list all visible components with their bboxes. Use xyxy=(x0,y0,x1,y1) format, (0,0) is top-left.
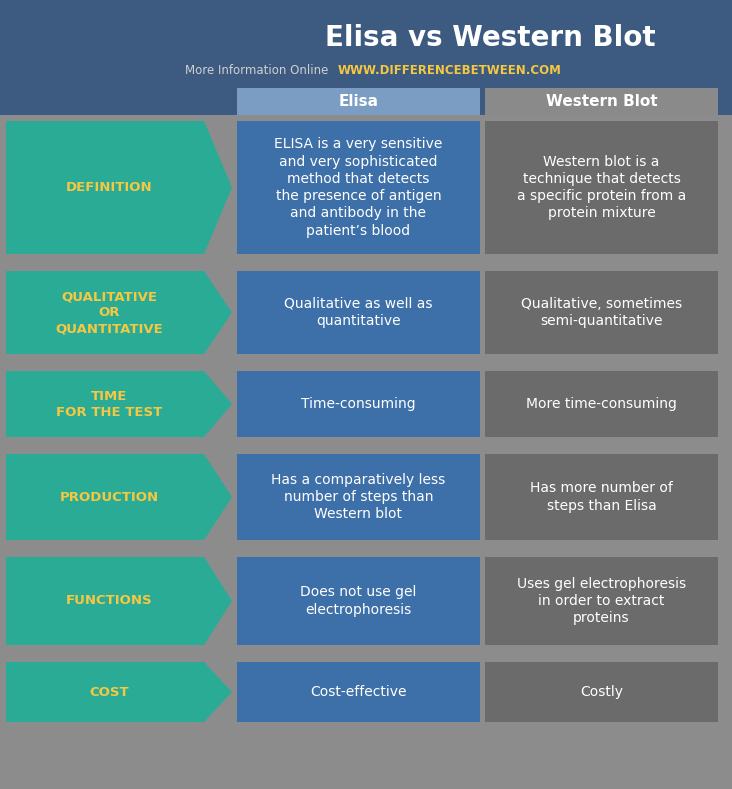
FancyBboxPatch shape xyxy=(485,121,718,254)
FancyBboxPatch shape xyxy=(237,88,480,115)
FancyBboxPatch shape xyxy=(485,371,718,437)
Text: WWW.DIFFERENCEBETWEEN.COM: WWW.DIFFERENCEBETWEEN.COM xyxy=(338,63,562,77)
Text: Elisa vs Western Blot: Elisa vs Western Blot xyxy=(325,24,655,52)
Text: Time-consuming: Time-consuming xyxy=(301,397,416,411)
Polygon shape xyxy=(6,454,232,540)
FancyBboxPatch shape xyxy=(0,115,732,260)
Text: Does not use gel
electrophoresis: Does not use gel electrophoresis xyxy=(300,585,417,617)
FancyBboxPatch shape xyxy=(237,271,480,354)
Text: QUALITATIVE
OR
QUANTITATIVE: QUALITATIVE OR QUANTITATIVE xyxy=(55,290,163,335)
FancyBboxPatch shape xyxy=(485,271,718,354)
Text: TIME
FOR THE TEST: TIME FOR THE TEST xyxy=(56,390,162,418)
Text: PRODUCTION: PRODUCTION xyxy=(59,491,159,503)
Text: Western blot is a
technique that detects
a specific protein from a
protein mixtu: Western blot is a technique that detects… xyxy=(517,155,686,220)
Text: DEFINITION: DEFINITION xyxy=(66,181,152,194)
Text: Cost-effective: Cost-effective xyxy=(310,685,407,699)
FancyBboxPatch shape xyxy=(237,371,480,437)
Text: Uses gel electrophoresis
in order to extract
proteins: Uses gel electrophoresis in order to ext… xyxy=(517,577,686,626)
Text: More time-consuming: More time-consuming xyxy=(526,397,677,411)
Text: Elisa: Elisa xyxy=(338,94,378,109)
FancyBboxPatch shape xyxy=(237,557,480,645)
Text: Has more number of
steps than Elisa: Has more number of steps than Elisa xyxy=(530,481,673,513)
Polygon shape xyxy=(6,557,232,645)
Text: Costly: Costly xyxy=(580,685,623,699)
Text: More Information Online: More Information Online xyxy=(184,63,328,77)
FancyBboxPatch shape xyxy=(0,0,732,115)
Text: COST: COST xyxy=(89,686,129,698)
Text: Qualitative, sometimes
semi-quantitative: Qualitative, sometimes semi-quantitative xyxy=(521,297,682,328)
Polygon shape xyxy=(6,662,232,722)
FancyBboxPatch shape xyxy=(237,121,480,254)
Text: ELISA is a very sensitive
and very sophisticated
method that detects
the presenc: ELISA is a very sensitive and very sophi… xyxy=(274,137,443,237)
FancyBboxPatch shape xyxy=(0,448,732,546)
FancyBboxPatch shape xyxy=(485,662,718,722)
FancyBboxPatch shape xyxy=(0,551,732,651)
Polygon shape xyxy=(6,121,232,254)
Text: Western Blot: Western Blot xyxy=(545,94,657,109)
Polygon shape xyxy=(6,271,232,354)
FancyBboxPatch shape xyxy=(0,656,732,728)
FancyBboxPatch shape xyxy=(485,454,718,540)
FancyBboxPatch shape xyxy=(0,365,732,443)
Text: Has a comparatively less
number of steps than
Western blot: Has a comparatively less number of steps… xyxy=(272,473,446,522)
FancyBboxPatch shape xyxy=(0,265,732,360)
FancyBboxPatch shape xyxy=(485,88,718,115)
Text: Qualitative as well as
quantitative: Qualitative as well as quantitative xyxy=(284,297,433,328)
FancyBboxPatch shape xyxy=(485,557,718,645)
Text: FUNCTIONS: FUNCTIONS xyxy=(66,594,152,608)
Polygon shape xyxy=(6,371,232,437)
FancyBboxPatch shape xyxy=(237,662,480,722)
FancyBboxPatch shape xyxy=(237,454,480,540)
